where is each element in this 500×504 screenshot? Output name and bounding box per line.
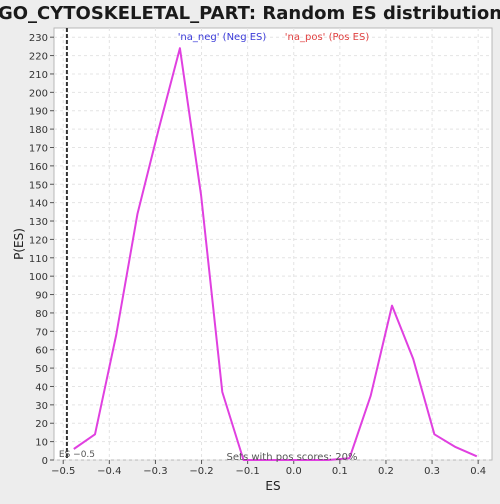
- y-tick-label: 20: [35, 419, 48, 430]
- y-tick-label: 150: [29, 180, 48, 191]
- x-axis: −0.5 −0.4 −0.3 −0.2 −0.1 0.0 0.1 0.2 0.3 0.4: [51, 460, 486, 477]
- chart-title: GO_CYTOSKELETAL_PART: Random ES distribu…: [0, 3, 500, 24]
- y-tick-label: 30: [35, 401, 48, 412]
- y-tick-label: 70: [35, 327, 48, 338]
- y-tick-label: 220: [29, 52, 48, 63]
- x-tick-label: 0.3: [424, 466, 440, 477]
- legend: 'na_neg' (Neg ES) 'na_pos' (Pos ES): [178, 32, 370, 43]
- x-tick-label: −0.4: [97, 466, 121, 477]
- y-tick-label: 40: [35, 382, 48, 393]
- y-tick-label: 60: [35, 346, 48, 357]
- y-tick-label: 10: [35, 438, 48, 449]
- es-reference-label: ES −0.5: [59, 450, 95, 460]
- y-tick-label: 210: [29, 70, 48, 81]
- series-line: [73, 47, 478, 461]
- y-tick-label: 170: [29, 143, 48, 154]
- x-tick-label: 0.2: [378, 466, 394, 477]
- x-tick-label: 0.1: [332, 466, 348, 477]
- y-tick-label: 160: [29, 162, 48, 173]
- legend-item: 'na_pos' (Pos ES): [285, 32, 370, 43]
- y-tick-label: 100: [29, 272, 48, 283]
- x-tick-label: 0.4: [470, 466, 486, 477]
- plot-area: [53, 27, 493, 461]
- x-tick-label: −0.3: [143, 466, 167, 477]
- y-tick-label: 110: [29, 254, 48, 265]
- y-tick-label: 120: [29, 235, 48, 246]
- x-tick-label: −0.5: [51, 466, 75, 477]
- y-tick-label: 190: [29, 107, 48, 118]
- y-tick-label: 140: [29, 199, 48, 210]
- y-tick-label: 230: [29, 33, 48, 44]
- y-axis: 0 10 20 30 40 50 60 70 80 90 100 110 120 130 140 150 160…: [29, 33, 54, 467]
- y-tick-label: 50: [35, 364, 48, 375]
- x-tick-label: −0.2: [189, 466, 213, 477]
- y-tick-label: 0: [42, 456, 48, 467]
- x-tick-label: −0.1: [235, 466, 259, 477]
- y-tick-label: 180: [29, 125, 48, 136]
- x-tick-label: 0.0: [286, 466, 302, 477]
- y-axis-label: P(ES): [12, 228, 26, 260]
- y-tick-label: 130: [29, 217, 48, 228]
- chart-annotation: Sets with pos scores: 20%: [227, 452, 358, 463]
- legend-item: 'na_neg' (Neg ES): [178, 32, 267, 43]
- x-axis-label: ES: [265, 479, 280, 493]
- series-layer: [73, 47, 478, 461]
- y-tick-label: 80: [35, 309, 48, 320]
- y-tick-label: 200: [29, 88, 48, 99]
- y-tick-label: 90: [35, 291, 48, 302]
